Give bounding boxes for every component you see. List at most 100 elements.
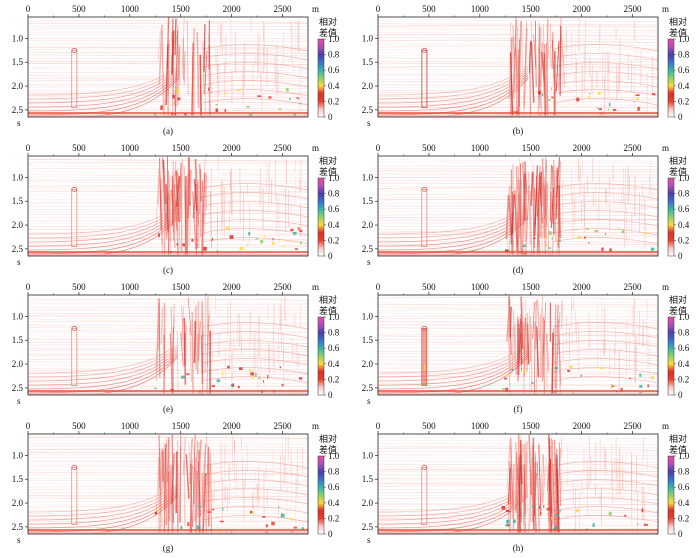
y-tick-label: 2.0 [12, 81, 24, 91]
colorbar-tick-label: 1.0 [328, 312, 340, 322]
colorbar-title-line2: 差值 [669, 27, 687, 39]
colorbar-tick-label: 0.8 [328, 328, 340, 338]
colorbar-tick-label: 1.0 [678, 173, 690, 183]
colorbar-tick-label: 0.2 [678, 513, 689, 523]
x-unit-label: m [662, 143, 669, 153]
y-tick-label: 2.0 [362, 220, 374, 230]
x-tick-label: 0 [376, 4, 381, 14]
y-unit-label: s [367, 396, 371, 406]
colorbar-title-line2: 差值 [669, 166, 687, 178]
colorbar [667, 177, 675, 257]
colorbar-title-line1: 相对 [669, 155, 687, 167]
seismic-image [378, 295, 658, 395]
colorbar-tick-label: 0.8 [678, 50, 690, 60]
colorbar-tick-label: 0.8 [678, 189, 690, 199]
colorbar-tick-label: 1.0 [328, 173, 340, 183]
colorbar [667, 316, 675, 396]
y-tick-label: 2.5 [12, 522, 24, 532]
x-tick-label: 2000 [573, 282, 592, 292]
colorbar-title-line1: 相对 [319, 155, 337, 167]
colorbar-tick-label: 0.6 [328, 482, 340, 492]
colorbar-title-line1: 相对 [669, 16, 687, 28]
x-unit-label: m [312, 282, 319, 292]
colorbar-tick-label: 0.6 [678, 343, 690, 353]
y-tick-label: 2.5 [12, 105, 24, 115]
y-tick-label: 2.0 [12, 498, 24, 508]
x-tick-label: 2500 [274, 4, 293, 14]
y-tick-label: 2.5 [362, 244, 374, 254]
y-tick-label: 1.0 [362, 311, 374, 321]
seismic-panel-svg: 0 500 1000 1500 2000 2500 m 1.0 1.5 2.0 2.5 s 1.0 0.8… [12, 4, 340, 136]
plot-frame [27, 16, 309, 118]
y-tick-label: 1.0 [362, 172, 374, 182]
y-tick-label: 1.0 [12, 172, 24, 182]
colorbar-tick-label: 0.2 [678, 96, 689, 106]
x-tick-label: 2500 [274, 421, 293, 431]
colorbar-title-line1: 相对 [319, 433, 337, 445]
x-tick-label: 1500 [522, 282, 541, 292]
plot-frame [27, 294, 309, 396]
colorbar-tick-label: 1.0 [678, 451, 690, 461]
plot-area [378, 295, 658, 395]
seismic-image [378, 434, 658, 534]
colorbar-tick-label: 1.0 [328, 34, 340, 44]
seismic-panel-svg: 0 500 1000 1500 2000 2500 m 1.0 1.5 2.0 2.5 s 1.0 0.8… [362, 4, 690, 136]
colorbar-tick-label: 0.6 [678, 204, 690, 214]
y-tick-label: 1.5 [12, 57, 24, 67]
seismic-panel-svg: 0 500 1000 1500 2000 2500 m 1.0 1.5 2.0 2.5 s 1.0 0.8… [12, 282, 340, 414]
x-tick-label: 1000 [471, 4, 490, 14]
y-tick-label: 2.0 [362, 498, 374, 508]
x-tick-label: 2500 [624, 4, 643, 14]
colorbar-title-line2: 差值 [669, 305, 687, 317]
colorbar-tick-label: 0 [328, 251, 333, 261]
y-unit-label: s [367, 535, 371, 545]
colorbar [667, 455, 675, 535]
colorbar-tick-label: 0.4 [678, 498, 690, 508]
x-tick-label: 0 [26, 421, 31, 431]
y-tick-label: 1.5 [12, 196, 24, 206]
x-unit-label: m [662, 4, 669, 14]
x-unit-label: m [312, 421, 319, 431]
seismic-image [28, 156, 308, 256]
y-unit-label: s [17, 396, 21, 406]
y-tick-label: 1.5 [362, 196, 374, 206]
seismic-image [28, 17, 308, 117]
x-tick-label: 500 [72, 421, 86, 431]
panel-caption: (d) [513, 265, 524, 275]
colorbar-tick-label: 0 [328, 529, 333, 539]
colorbar-tick-label: 1.0 [678, 34, 690, 44]
plot-frame [377, 294, 659, 396]
y-tick-label: 2.0 [12, 359, 24, 369]
cylinder-anomaly [421, 48, 428, 109]
seismic-panel-svg: 0 500 1000 1500 2000 2500 m 1.0 1.5 2.0 2.5 s 1.0 0.8… [362, 143, 690, 275]
x-tick-label: 1000 [121, 4, 140, 14]
y-tick-label: 1.0 [362, 450, 374, 460]
colorbar-tick-label: 0 [328, 112, 333, 122]
colorbar-title-line2: 差值 [669, 444, 687, 456]
colorbar [317, 455, 325, 535]
x-tick-label: 1000 [471, 282, 490, 292]
panel-c: 0 500 1000 1500 2000 2500 m 1.0 1.5 2.0 2.5 s 1.0 0.8… [0, 139, 350, 278]
x-tick-label: 500 [72, 282, 86, 292]
x-tick-label: 1000 [471, 421, 490, 431]
y-tick-label: 1.5 [362, 335, 374, 345]
panel-h: 0 500 1000 1500 2000 2500 m 1.0 1.5 2.0 2.5 s 1.0 0.8… [350, 417, 700, 556]
x-tick-label: 2000 [573, 143, 592, 153]
colorbar-tick-label: 0.2 [328, 96, 339, 106]
colorbar-tick-label: 0.8 [328, 189, 340, 199]
colorbar [317, 38, 325, 118]
seismic-panel-svg: 0 500 1000 1500 2000 2500 m 1.0 1.5 2.0 2.5 s 1.0 0.8… [12, 143, 340, 275]
y-unit-label: s [17, 257, 21, 267]
colorbar-tick-label: 0.4 [678, 220, 690, 230]
y-tick-label: 2.5 [362, 105, 374, 115]
panel-b: 0 500 1000 1500 2000 2500 m 1.0 1.5 2.0 2.5 s 1.0 0.8… [350, 0, 700, 139]
plot-frame [377, 16, 659, 118]
plot-frame [27, 155, 309, 257]
seismic-image [28, 434, 308, 534]
colorbar-title-line1: 相对 [319, 294, 337, 306]
colorbar-tick-label: 0.2 [328, 374, 339, 384]
plot-area [28, 295, 308, 395]
y-tick-label: 2.5 [12, 244, 24, 254]
colorbar-title-line1: 相对 [669, 433, 687, 445]
colorbar-tick-label: 1.0 [678, 312, 690, 322]
